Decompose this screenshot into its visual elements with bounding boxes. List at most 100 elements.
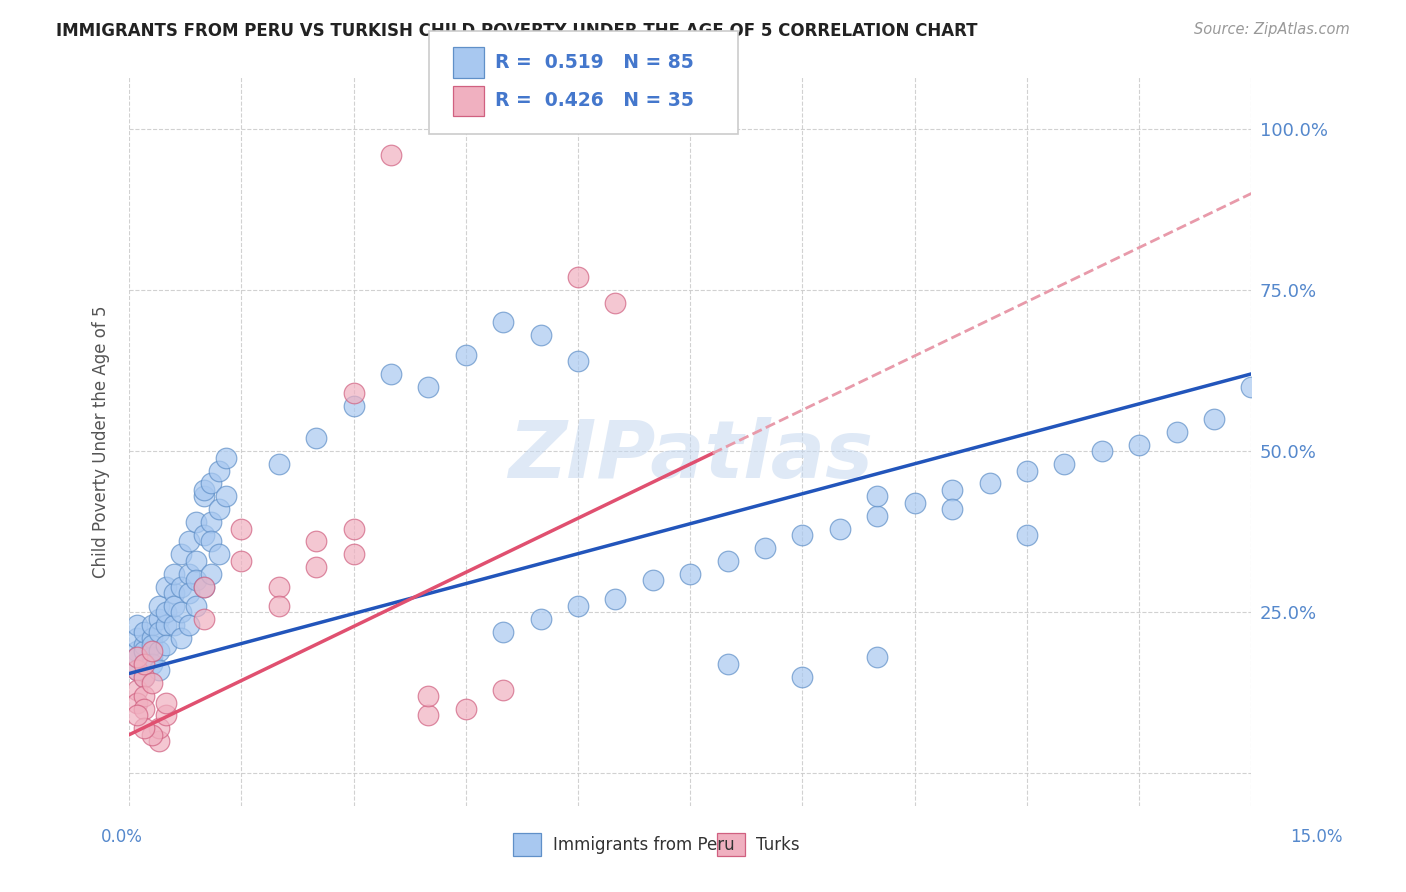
Point: [200, 534, 222, 549]
Point: [305, 431, 328, 445]
Point: [132, 702, 155, 716]
Point: [155, 696, 177, 710]
Point: [193, 580, 215, 594]
Point: [148, 599, 170, 613]
Point: [125, 663, 148, 677]
Point: [125, 650, 148, 665]
Point: [717, 554, 740, 568]
Point: [1091, 444, 1114, 458]
Point: [132, 638, 155, 652]
Point: [177, 618, 200, 632]
Point: [267, 599, 290, 613]
Point: [208, 464, 231, 478]
Point: [132, 644, 155, 658]
Point: [193, 528, 215, 542]
Point: [170, 580, 193, 594]
Point: [193, 489, 215, 503]
Point: [754, 541, 776, 555]
Text: R =  0.519   N = 85: R = 0.519 N = 85: [495, 53, 693, 72]
Point: [141, 650, 163, 665]
Point: [125, 631, 148, 645]
Point: [231, 554, 253, 568]
Point: [492, 624, 515, 639]
Point: [1240, 380, 1263, 394]
Point: [1053, 457, 1076, 471]
Point: [866, 508, 889, 523]
Point: [529, 328, 551, 343]
Point: [1015, 528, 1038, 542]
Point: [132, 657, 155, 671]
Point: [163, 586, 186, 600]
Point: [125, 663, 148, 677]
Point: [193, 580, 215, 594]
Point: [125, 644, 148, 658]
Point: [1202, 412, 1225, 426]
Point: [342, 386, 364, 401]
Point: [163, 566, 186, 581]
Text: IMMIGRANTS FROM PERU VS TURKISH CHILD POVERTY UNDER THE AGE OF 5 CORRELATION CHA: IMMIGRANTS FROM PERU VS TURKISH CHILD PO…: [56, 22, 977, 40]
Point: [148, 721, 170, 735]
Text: Turks: Turks: [756, 836, 800, 854]
Point: [141, 644, 163, 658]
Point: [567, 354, 589, 368]
Point: [170, 605, 193, 619]
Point: [605, 296, 627, 310]
Point: [866, 650, 889, 665]
Point: [200, 566, 222, 581]
Point: [979, 476, 1001, 491]
Point: [148, 734, 170, 748]
Point: [454, 702, 477, 716]
Point: [267, 580, 290, 594]
Point: [125, 708, 148, 723]
Point: [342, 399, 364, 413]
Point: [155, 708, 177, 723]
Point: [148, 644, 170, 658]
Point: [492, 682, 515, 697]
Point: [418, 708, 440, 723]
Text: Source: ZipAtlas.com: Source: ZipAtlas.com: [1194, 22, 1350, 37]
Point: [132, 670, 155, 684]
Point: [380, 367, 402, 381]
Text: ZIPatlas: ZIPatlas: [508, 417, 873, 495]
Point: [193, 483, 215, 497]
Point: [148, 612, 170, 626]
Point: [148, 663, 170, 677]
Point: [679, 566, 702, 581]
Point: [132, 624, 155, 639]
Point: [141, 618, 163, 632]
Point: [132, 689, 155, 703]
Text: R =  0.426   N = 35: R = 0.426 N = 35: [495, 91, 693, 111]
Y-axis label: Child Poverty Under the Age of 5: Child Poverty Under the Age of 5: [93, 305, 110, 578]
Point: [418, 689, 440, 703]
Point: [170, 631, 193, 645]
Point: [186, 573, 208, 587]
Point: [163, 599, 186, 613]
Point: [186, 515, 208, 529]
Point: [155, 605, 177, 619]
Point: [342, 547, 364, 561]
Point: [141, 657, 163, 671]
Point: [305, 560, 328, 574]
Point: [132, 657, 155, 671]
Point: [208, 547, 231, 561]
Point: [1166, 425, 1188, 439]
Point: [170, 547, 193, 561]
Point: [208, 502, 231, 516]
Text: Immigrants from Peru: Immigrants from Peru: [553, 836, 734, 854]
Text: 0.0%: 0.0%: [101, 828, 143, 846]
Point: [155, 638, 177, 652]
Point: [866, 489, 889, 503]
Point: [641, 573, 664, 587]
Point: [792, 670, 814, 684]
Point: [141, 728, 163, 742]
Point: [529, 612, 551, 626]
Point: [125, 618, 148, 632]
Point: [792, 528, 814, 542]
Point: [828, 522, 851, 536]
Point: [492, 315, 515, 329]
Point: [141, 638, 163, 652]
Point: [1128, 438, 1150, 452]
Point: [717, 657, 740, 671]
Point: [342, 522, 364, 536]
Point: [904, 496, 927, 510]
